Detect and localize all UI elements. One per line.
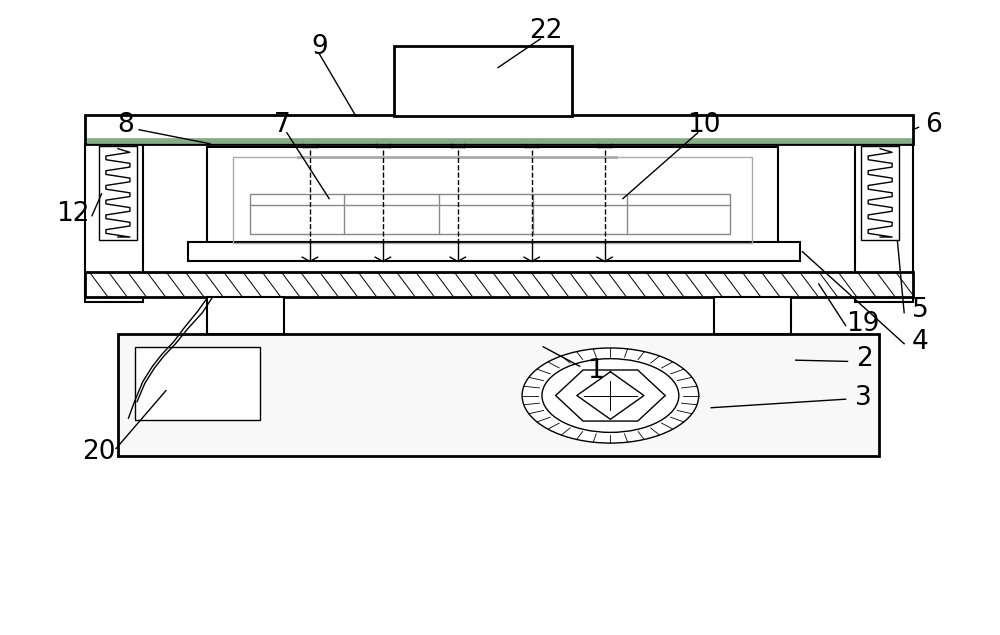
Bar: [207, 147, 778, 253]
Text: 2: 2: [856, 346, 873, 372]
Bar: [118, 334, 879, 456]
Bar: [85, 144, 143, 302]
Ellipse shape: [522, 348, 699, 443]
Bar: [87, 138, 911, 142]
Text: 3: 3: [855, 385, 871, 411]
Text: 8: 8: [117, 112, 134, 138]
Bar: [855, 144, 913, 302]
Text: 5: 5: [912, 297, 929, 323]
Bar: [394, 46, 572, 116]
Ellipse shape: [542, 359, 679, 432]
Bar: [233, 157, 752, 243]
Text: 9: 9: [311, 34, 328, 60]
Text: 4: 4: [912, 329, 929, 355]
Text: 10: 10: [687, 112, 720, 138]
Bar: [250, 194, 730, 234]
Text: 6: 6: [926, 112, 942, 138]
Text: 12: 12: [56, 201, 90, 227]
Bar: [861, 145, 899, 240]
Text: 7: 7: [274, 112, 290, 138]
Text: 22: 22: [529, 18, 563, 44]
Bar: [135, 347, 260, 420]
Text: 1: 1: [588, 358, 604, 384]
Bar: [207, 297, 284, 334]
Text: 19: 19: [846, 311, 880, 337]
Text: 20: 20: [82, 439, 115, 465]
Bar: [85, 114, 913, 144]
Bar: [714, 297, 791, 334]
Bar: [85, 272, 913, 297]
Bar: [188, 242, 800, 262]
Bar: [99, 145, 137, 240]
